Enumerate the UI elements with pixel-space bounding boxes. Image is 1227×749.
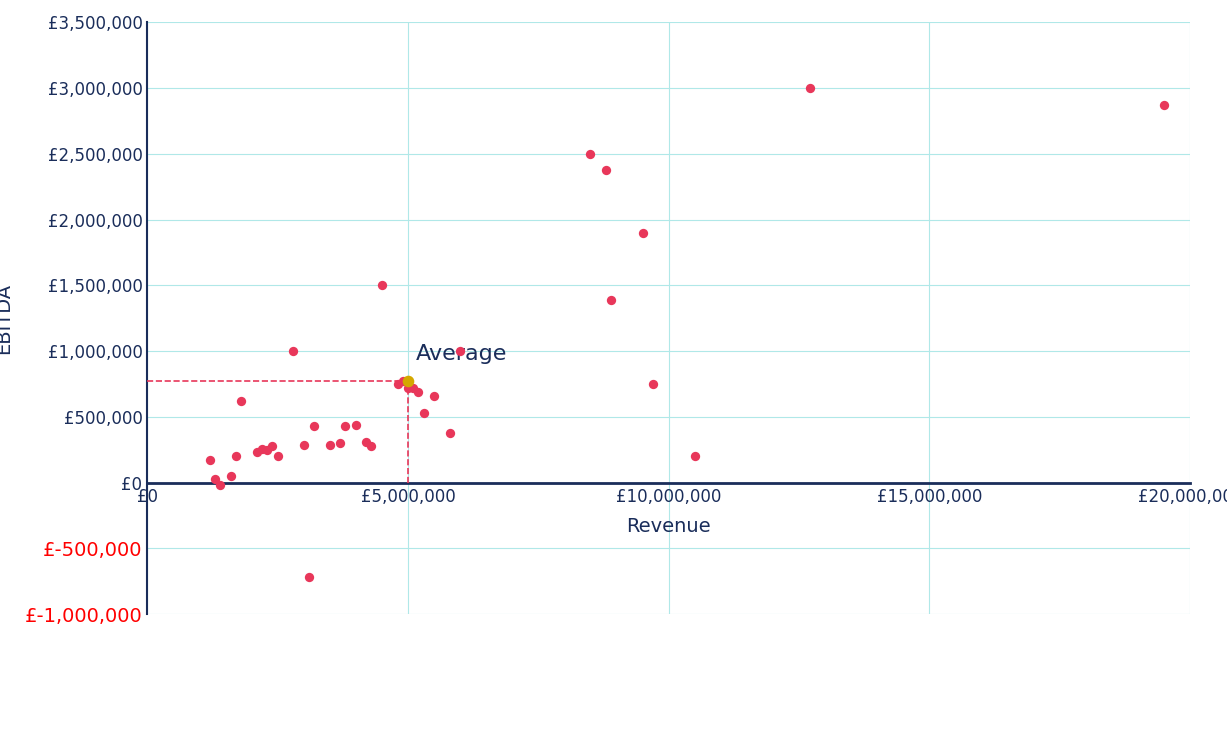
Point xyxy=(800,82,820,94)
Point xyxy=(267,450,287,462)
Point xyxy=(330,437,350,449)
Point xyxy=(247,446,266,458)
Point xyxy=(299,571,319,583)
Point xyxy=(450,345,470,357)
Text: Average: Average xyxy=(416,344,507,364)
Point xyxy=(210,479,229,491)
Point xyxy=(221,470,240,482)
Point xyxy=(231,395,250,407)
Point xyxy=(320,439,340,451)
Point xyxy=(685,450,704,462)
Point xyxy=(580,148,600,160)
Point xyxy=(283,345,303,357)
Point xyxy=(294,439,314,451)
Point xyxy=(252,443,271,455)
Point xyxy=(409,386,428,398)
Point xyxy=(404,382,423,394)
Point xyxy=(596,164,616,176)
Point xyxy=(335,420,356,432)
Point xyxy=(356,436,375,448)
Point xyxy=(205,473,225,485)
Point xyxy=(643,378,663,390)
Y-axis label: EBITDA: EBITDA xyxy=(0,283,13,354)
Point xyxy=(393,375,412,387)
Point xyxy=(1155,100,1174,112)
Point xyxy=(362,440,382,452)
Point xyxy=(439,427,459,439)
Point xyxy=(633,227,653,239)
Point xyxy=(263,440,282,452)
Point xyxy=(413,407,433,419)
Point xyxy=(425,390,444,402)
Point xyxy=(200,455,220,467)
Point xyxy=(372,279,391,291)
Point xyxy=(398,374,417,386)
Point xyxy=(258,444,277,456)
Point xyxy=(388,378,407,390)
Point xyxy=(226,450,245,462)
Point xyxy=(601,294,621,306)
Point xyxy=(304,420,324,432)
X-axis label: Revenue: Revenue xyxy=(627,517,710,536)
Point xyxy=(398,382,417,394)
Point xyxy=(346,419,366,431)
